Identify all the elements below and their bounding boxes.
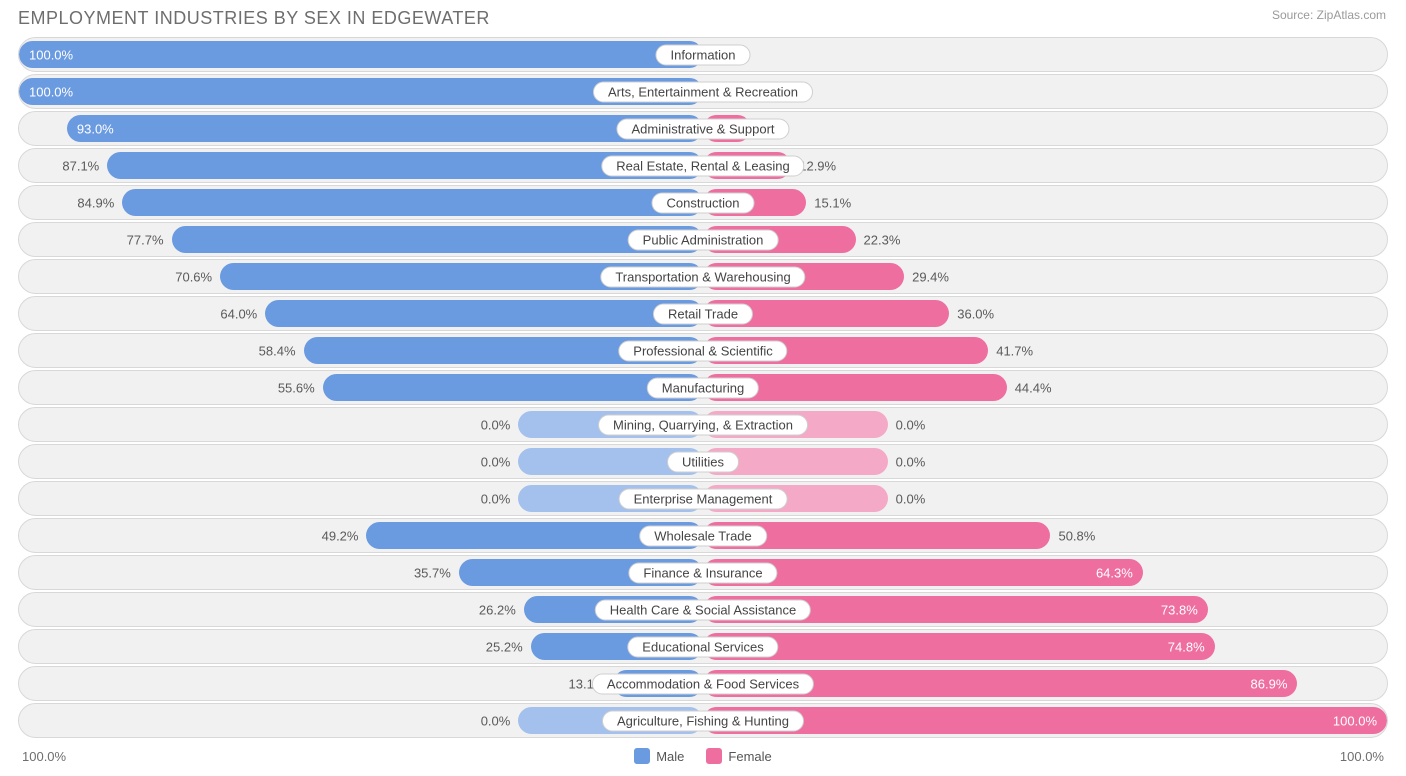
- category-label: Public Administration: [628, 229, 779, 250]
- category-label: Health Care & Social Assistance: [595, 599, 811, 620]
- source-attribution: Source: ZipAtlas.com: [1272, 8, 1386, 22]
- male-value: 84.9%: [77, 195, 122, 210]
- data-row: 0.0% 100.0% Agriculture, Fishing & Hunting: [18, 703, 1388, 738]
- category-label: Retail Trade: [653, 303, 753, 324]
- data-row: 77.7% 22.3% Public Administration: [18, 222, 1388, 257]
- legend: Male Female: [634, 748, 772, 764]
- legend-male-label: Male: [656, 749, 684, 764]
- data-row: 93.0%7.0%Administrative & Support: [18, 111, 1388, 146]
- data-row: 64.0% 36.0% Retail Trade: [18, 296, 1388, 331]
- male-value: 25.2%: [486, 639, 531, 654]
- category-label: Professional & Scientific: [618, 340, 787, 361]
- category-label: Construction: [652, 192, 755, 213]
- female-value: 0.0%: [888, 454, 926, 469]
- category-label: Agriculture, Fishing & Hunting: [602, 710, 804, 731]
- category-label: Arts, Entertainment & Recreation: [593, 81, 813, 102]
- data-row: 58.4% 41.7% Professional & Scientific: [18, 333, 1388, 368]
- category-label: Mining, Quarrying, & Extraction: [598, 414, 808, 435]
- category-label: Administrative & Support: [616, 118, 789, 139]
- data-row: 0.0% 0.0% Mining, Quarrying, & Extraction: [18, 407, 1388, 442]
- female-value: 29.4%: [904, 269, 949, 284]
- data-row: 87.1%12.9%Real Estate, Rental & Leasing: [18, 148, 1388, 183]
- female-value: 0.0%: [888, 417, 926, 432]
- male-value: 0.0%: [481, 417, 519, 432]
- male-value: 87.1%: [62, 158, 107, 173]
- legend-female-swatch: [706, 748, 722, 764]
- axis-right-label: 100.0%: [1340, 749, 1384, 764]
- female-value: 0.0%: [888, 491, 926, 506]
- male-value: 93.0%: [67, 121, 114, 136]
- male-value: 26.2%: [479, 602, 524, 617]
- male-value: 55.6%: [278, 380, 323, 395]
- category-label: Utilities: [667, 451, 739, 472]
- category-label: Wholesale Trade: [639, 525, 767, 546]
- data-row: 0.0% 0.0% Enterprise Management: [18, 481, 1388, 516]
- female-bar: [703, 707, 1387, 734]
- category-label: Manufacturing: [647, 377, 759, 398]
- male-bar: [122, 189, 703, 216]
- data-row: 55.6% 44.4% Manufacturing: [18, 370, 1388, 405]
- data-row: 35.7% 64.3% Finance & Insurance: [18, 555, 1388, 590]
- female-value: 44.4%: [1007, 380, 1052, 395]
- legend-male: Male: [634, 748, 684, 764]
- male-value: 0.0%: [481, 713, 519, 728]
- chart-title: EMPLOYMENT INDUSTRIES BY SEX IN EDGEWATE…: [18, 8, 490, 29]
- legend-male-swatch: [634, 748, 650, 764]
- male-value: 100.0%: [19, 84, 73, 99]
- data-row: 0.0% 0.0% Utilities: [18, 444, 1388, 479]
- category-label: Enterprise Management: [619, 488, 788, 509]
- category-label: Finance & Insurance: [628, 562, 777, 583]
- male-value: 64.0%: [220, 306, 265, 321]
- male-bar: [67, 115, 703, 142]
- female-value: 73.8%: [1161, 602, 1208, 617]
- female-value: 74.8%: [1168, 639, 1215, 654]
- data-row: 26.2% 73.8% Health Care & Social Assistanc…: [18, 592, 1388, 627]
- male-value: 35.7%: [414, 565, 459, 580]
- legend-female: Female: [706, 748, 771, 764]
- male-value: 70.6%: [175, 269, 220, 284]
- male-value: 0.0%: [481, 491, 519, 506]
- category-label: Real Estate, Rental & Leasing: [601, 155, 804, 176]
- male-value: 100.0%: [19, 47, 73, 62]
- female-value: 86.9%: [1251, 676, 1298, 691]
- male-value: 0.0%: [481, 454, 519, 469]
- female-value: 15.1%: [806, 195, 851, 210]
- category-label: Transportation & Warehousing: [600, 266, 805, 287]
- data-row: 84.9% 15.1% Construction: [18, 185, 1388, 220]
- female-value: 100.0%: [1333, 713, 1387, 728]
- legend-female-label: Female: [728, 749, 771, 764]
- female-value: 36.0%: [949, 306, 994, 321]
- female-value: 22.3%: [856, 232, 901, 247]
- data-row: 49.2% 50.8% Wholesale Trade: [18, 518, 1388, 553]
- male-value: 77.7%: [127, 232, 172, 247]
- data-row: 100.0%0.0%Arts, Entertainment & Recreati…: [18, 74, 1388, 109]
- category-label: Information: [655, 44, 750, 65]
- female-bar: [703, 633, 1215, 660]
- data-row: 70.6% 29.4% Transportation & Warehousing: [18, 259, 1388, 294]
- male-value: 58.4%: [259, 343, 304, 358]
- female-value: 50.8%: [1050, 528, 1095, 543]
- axis-left-label: 100.0%: [22, 749, 66, 764]
- category-label: Educational Services: [627, 636, 778, 657]
- category-label: Accommodation & Food Services: [592, 673, 814, 694]
- female-value: 41.7%: [988, 343, 1033, 358]
- chart-area: 100.0%0.0%Information100.0%0.0%Arts, Ent…: [0, 37, 1406, 744]
- data-row: 100.0%0.0%Information: [18, 37, 1388, 72]
- male-bar: [19, 41, 703, 68]
- data-row: 13.1%86.9%Accommodation & Food Services: [18, 666, 1388, 701]
- male-bar: [172, 226, 703, 253]
- male-bar: [265, 300, 703, 327]
- male-value: 49.2%: [322, 528, 367, 543]
- female-value: 64.3%: [1096, 565, 1143, 580]
- data-row: 25.2% 74.8% Educational Services: [18, 629, 1388, 664]
